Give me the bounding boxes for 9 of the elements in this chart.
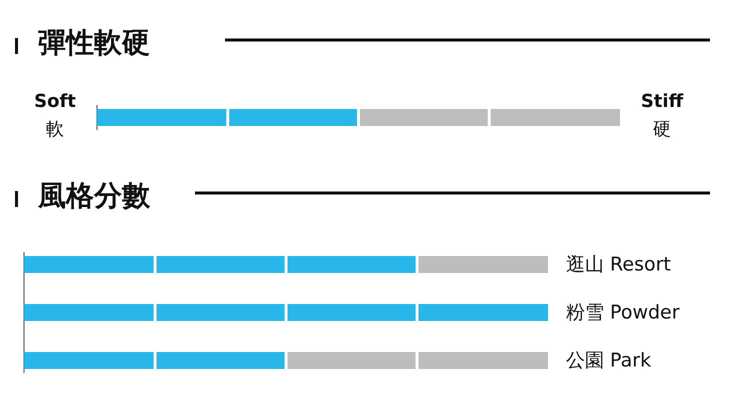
text: Stiff [640, 91, 684, 112]
chart-title: 風格分數 [37, 179, 151, 212]
text: 硬 [653, 119, 671, 140]
text: Soft [34, 91, 76, 112]
y-tick-label: 公園 Park [566, 350, 652, 372]
y-tick-label: 逛山 Resort [566, 254, 671, 276]
text: 軟 [46, 119, 64, 140]
y-tick-label: 粉雪 Powder [566, 302, 680, 324]
chart-title: 彈性軟硬 [38, 26, 150, 59]
